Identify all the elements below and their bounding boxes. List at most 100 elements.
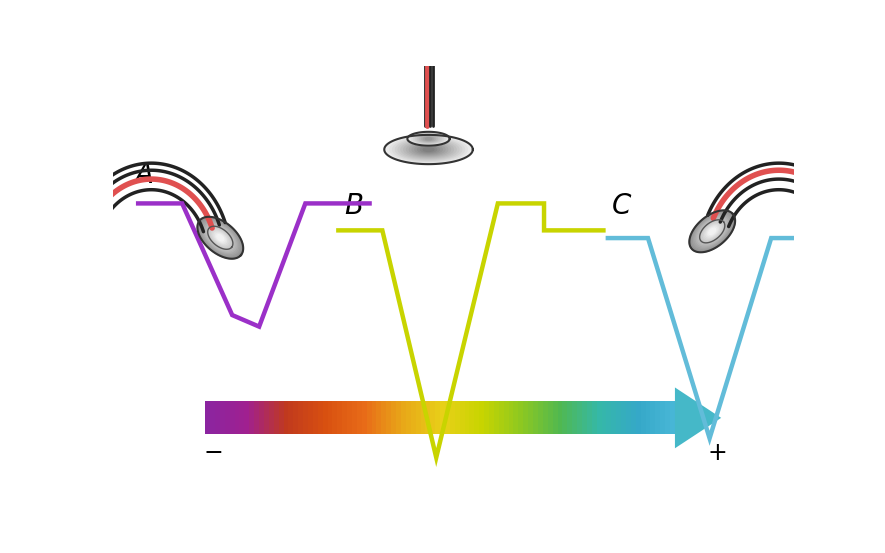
Bar [401,401,406,435]
Bar [635,401,641,435]
Bar [612,401,617,435]
Polygon shape [387,136,470,163]
Bar [259,401,265,435]
Polygon shape [398,139,459,160]
Bar [474,401,480,435]
Polygon shape [217,234,224,241]
Polygon shape [706,226,719,237]
Bar [357,401,362,435]
Polygon shape [704,223,721,239]
Bar [504,401,509,435]
Polygon shape [412,133,446,144]
Bar [459,401,465,435]
Bar [298,401,304,435]
Polygon shape [410,143,448,156]
Polygon shape [699,220,726,243]
Polygon shape [675,388,721,448]
Bar [366,401,372,435]
Polygon shape [412,144,445,155]
Bar [215,401,220,435]
Bar [587,401,592,435]
Bar [416,401,421,435]
Polygon shape [697,218,727,244]
Polygon shape [214,232,227,243]
Bar [426,401,431,435]
Bar [577,401,582,435]
Bar [293,401,298,435]
Polygon shape [418,135,440,142]
Text: A: A [135,161,153,189]
Bar [650,401,656,435]
Polygon shape [390,137,467,163]
Polygon shape [207,226,234,250]
Bar [494,401,499,435]
Bar [406,401,412,435]
Bar [538,401,543,435]
Polygon shape [689,210,735,252]
Polygon shape [202,221,239,255]
Polygon shape [702,222,723,241]
Polygon shape [690,212,734,251]
Bar [469,401,474,435]
Bar [396,401,401,435]
Bar [543,401,548,435]
Text: +: + [707,441,727,465]
Polygon shape [212,231,228,245]
Bar [205,401,211,435]
Polygon shape [423,137,434,140]
Bar [327,401,333,435]
Bar [362,401,367,435]
Bar [313,401,318,435]
Polygon shape [415,134,442,143]
Polygon shape [406,142,450,157]
Bar [264,401,269,435]
Bar [533,401,538,435]
Bar [386,401,391,435]
Polygon shape [420,147,436,152]
Bar [480,401,484,435]
Bar [230,401,235,435]
Bar [592,401,597,435]
Bar [269,401,274,435]
Bar [582,401,588,435]
Polygon shape [704,225,720,238]
Bar [289,401,294,435]
Bar [455,401,460,435]
Polygon shape [700,221,724,242]
Bar [283,401,289,435]
Bar [254,401,259,435]
Bar [513,401,519,435]
Bar [621,401,627,435]
Bar [318,401,323,435]
Bar [352,401,358,435]
Bar [656,401,660,435]
Bar [376,401,381,435]
Bar [666,401,671,435]
Text: B: B [344,192,363,220]
Bar [420,401,426,435]
Bar [435,401,441,435]
Polygon shape [393,138,465,161]
Bar [660,401,666,435]
Bar [381,401,387,435]
Polygon shape [205,225,235,251]
Bar [244,401,250,435]
Polygon shape [404,142,453,158]
Bar [391,401,396,435]
Bar [626,401,631,435]
Bar [411,401,416,435]
Bar [303,401,308,435]
Bar [519,401,524,435]
Polygon shape [707,227,717,236]
Bar [606,401,612,435]
Polygon shape [200,220,241,256]
Bar [347,401,352,435]
Polygon shape [401,140,456,159]
Bar [548,401,553,435]
Bar [430,401,435,435]
Bar [250,401,255,435]
Bar [465,401,470,435]
Bar [342,401,348,435]
Bar [219,401,225,435]
Polygon shape [203,222,238,254]
